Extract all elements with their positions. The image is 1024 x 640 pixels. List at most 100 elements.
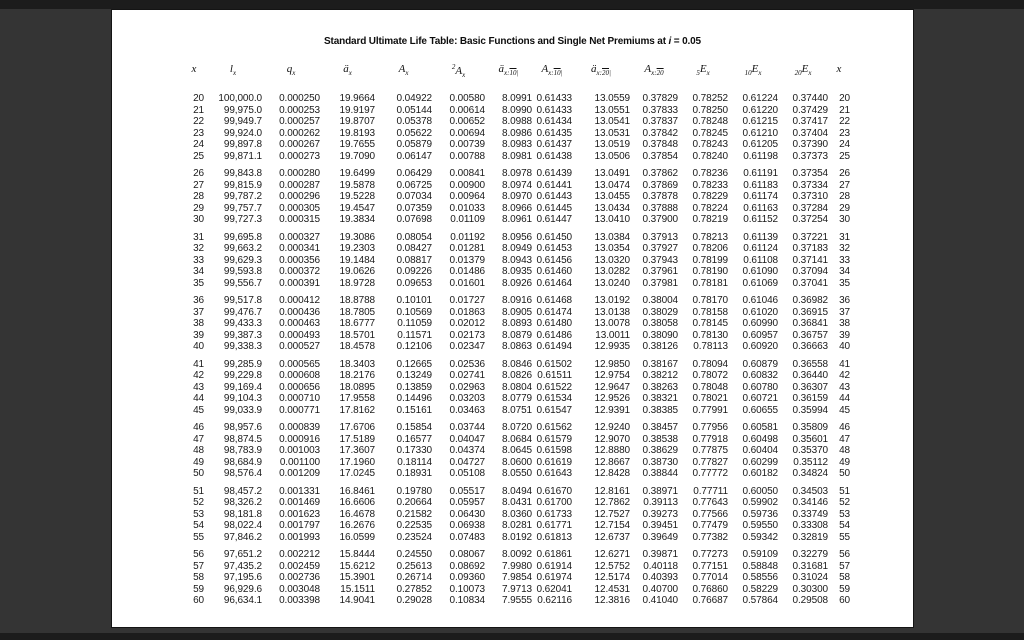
life-table: x lx qx äx Ax 2Ax äx:10| Ax:10| äx:20| Ax:20 5Ex 10… xyxy=(184,63,851,607)
cell-ax20: 12.8667 xyxy=(594,456,631,468)
table-row-x56: 56 97,651.2 0.002212 15.8444 0.24550 0.08067 8… xyxy=(184,543,850,561)
cell-E10x: 0.61191 xyxy=(743,168,778,179)
cell-E5x: 0.78021 xyxy=(692,393,729,404)
cell-x: 22 xyxy=(193,116,204,127)
cell-x2: 45 xyxy=(839,404,850,416)
cell-lx: 97,435.2 xyxy=(223,560,262,572)
cell-ax10: 8.0360 xyxy=(502,508,532,520)
cell-ax20: 12.4531 xyxy=(594,583,631,595)
cell-Ax10: 0.61486 xyxy=(536,329,573,341)
cell-A2x: 0.10073 xyxy=(449,583,486,595)
table-row-x44: 44 99,104.3 0.000710 17.9558 0.14496 0.03203 8… xyxy=(184,393,850,405)
cell-ax10: 8.0550 xyxy=(502,468,532,479)
cell-qx: 0.001797 xyxy=(279,520,320,531)
cell-Ax20: 0.37878 xyxy=(642,191,679,202)
cell-Ax10: 0.61443 xyxy=(536,191,573,202)
table-row-x23: 23 99,924.0 0.000262 19.8193 0.05622 0.00694 8… xyxy=(184,128,850,140)
cell-qx: 0.000273 xyxy=(279,150,320,162)
cell-E5x: 0.77711 xyxy=(693,485,728,497)
col-header-Ax20: Ax:20 xyxy=(644,63,664,77)
col-header-x: x xyxy=(191,63,197,75)
cell-ax: 18.5701 xyxy=(339,329,376,341)
cell-Ax20: 0.40118 xyxy=(643,560,678,572)
cell-ax20: 13.0541 xyxy=(594,116,631,127)
cell-Ax: 0.16577 xyxy=(396,433,433,445)
cell-x2: 36 xyxy=(839,295,850,306)
cell-Ax10: 0.61460 xyxy=(536,266,573,277)
cell-A2x: 0.00652 xyxy=(449,116,486,127)
cell-Ax20: 0.38457 xyxy=(642,422,679,433)
cell-Ax: 0.05879 xyxy=(396,139,433,150)
cell-ax20: 12.5174 xyxy=(594,572,631,583)
cell-ax10: 8.0983 xyxy=(502,139,532,150)
table-row-x35: 35 99,556.7 0.000391 18.9728 0.09653 0.01601 8… xyxy=(184,278,850,290)
cell-x: 39 xyxy=(193,329,204,341)
cell-E10x: 0.61210 xyxy=(742,127,779,139)
cell-E10x: 0.60050 xyxy=(742,485,779,497)
cell-lx: 99,663.2 xyxy=(223,243,262,254)
cell-A2x: 0.03744 xyxy=(449,422,486,433)
cell-ax10: 8.0966 xyxy=(502,202,532,214)
cell-E20x: 0.32819 xyxy=(792,531,829,543)
cell-E5x: 0.77382 xyxy=(692,531,729,543)
cell-Ax: 0.15854 xyxy=(396,422,433,433)
cell-Ax20: 0.38629 xyxy=(642,445,679,456)
cell-qx: 0.000493 xyxy=(279,329,320,341)
cell-E10x: 0.61020 xyxy=(742,306,779,318)
cell-ax10: 8.0192 xyxy=(502,531,532,543)
cell-ax: 19.9197 xyxy=(339,104,376,116)
cell-E5x: 0.78130 xyxy=(692,329,729,341)
cell-ax10: 8.0943 xyxy=(502,254,532,266)
cell-A2x: 0.01379 xyxy=(449,254,486,266)
cell-x2: 52 xyxy=(839,497,850,508)
cell-x: 27 xyxy=(193,179,204,191)
cell-ax: 19.6499 xyxy=(339,168,376,179)
cell-ax10: 8.0826 xyxy=(502,370,532,381)
cell-Ax: 0.09653 xyxy=(396,277,433,289)
cell-ax: 17.1960 xyxy=(339,456,376,468)
cell-E10x: 0.60920 xyxy=(742,341,779,352)
cell-Ax20: 0.38004 xyxy=(642,295,679,306)
cell-ax: 18.8788 xyxy=(339,295,376,306)
cell-Ax: 0.06147 xyxy=(396,150,433,162)
cell-A2x: 0.04047 xyxy=(449,433,486,445)
cell-A2x: 0.00841 xyxy=(449,168,486,179)
table-row-x25: 25 99,871.1 0.000273 19.7090 0.06147 0.00788 8… xyxy=(184,151,850,163)
cell-Ax20: 0.37854 xyxy=(642,150,679,162)
table-row-x52: 52 98,326.2 0.001469 16.6606 0.20664 0.05957 8… xyxy=(184,497,850,509)
cell-A2x: 0.01281 xyxy=(449,243,486,254)
cell-Ax: 0.18114 xyxy=(397,456,432,468)
cell-qx: 0.003048 xyxy=(279,583,320,595)
cell-ax20: 12.9754 xyxy=(594,370,631,381)
cell-Ax: 0.09226 xyxy=(396,266,433,277)
cell-E20x: 0.29508 xyxy=(792,595,829,606)
cell-qx: 0.000305 xyxy=(279,202,320,214)
cell-E20x: 0.37183 xyxy=(792,243,829,254)
cell-E20x: 0.36307 xyxy=(792,381,829,393)
cell-lx: 99,843.8 xyxy=(223,168,262,179)
cell-ax20: 13.0078 xyxy=(594,318,631,329)
life-table-header: x lx qx äx Ax 2Ax äx:10| Ax:10| äx:20| Ax:20 5Ex 10… xyxy=(184,63,850,93)
cell-A2x: 0.01727 xyxy=(449,295,486,306)
cell-x: 45 xyxy=(193,404,204,416)
cell-E10x: 0.60990 xyxy=(742,318,779,329)
table-row-x37: 37 99,476.7 0.000436 18.7805 0.10569 0.01863 8… xyxy=(184,307,850,319)
cell-E10x: 0.61183 xyxy=(743,179,778,191)
cell-Ax: 0.08427 xyxy=(396,243,433,254)
cell-Ax20: 0.38029 xyxy=(642,306,679,318)
cell-E20x: 0.37221 xyxy=(792,231,829,243)
cell-E20x: 0.37141 xyxy=(792,254,829,266)
cell-ax: 19.0626 xyxy=(339,266,376,277)
cell-x: 43 xyxy=(193,381,204,393)
cell-E10x: 0.61205 xyxy=(742,139,779,150)
cell-ax10: 8.0863 xyxy=(502,341,532,352)
cell-x: 55 xyxy=(193,531,204,543)
cell-E20x: 0.37334 xyxy=(792,179,829,191)
cell-E5x: 0.78224 xyxy=(692,202,729,214)
cell-x2: 34 xyxy=(839,266,850,277)
cell-ax: 15.3901 xyxy=(339,572,376,583)
cell-ax: 18.3403 xyxy=(339,358,376,370)
cell-lx: 98,181.8 xyxy=(223,508,262,520)
cell-x2: 50 xyxy=(839,468,850,479)
cell-E20x: 0.35112 xyxy=(793,456,828,468)
